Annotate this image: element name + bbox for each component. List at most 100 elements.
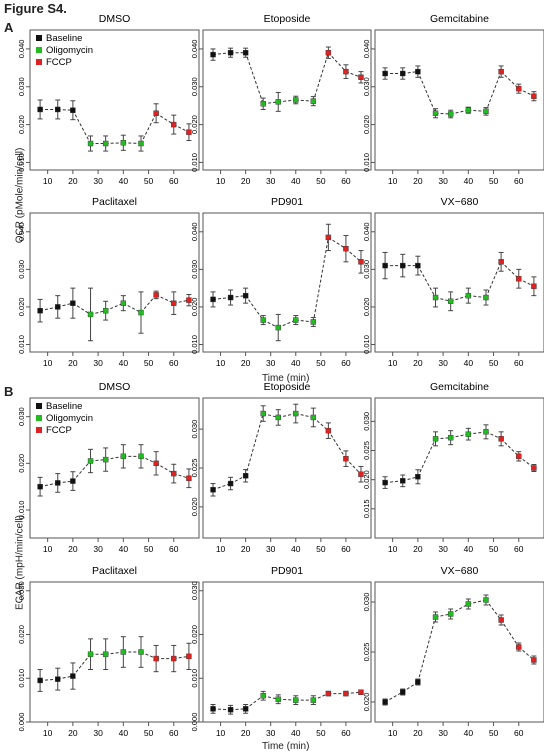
legend-label: FCCP — [46, 57, 72, 68]
x-axis-label-a: Time (min) — [262, 373, 310, 384]
data-point — [447, 111, 454, 117]
data-point — [483, 597, 489, 603]
panel-a-4-title: PD901 — [271, 196, 303, 208]
data-point — [210, 487, 216, 493]
y-tick-label: 0.000 — [17, 713, 26, 732]
x-tick-label: 20 — [68, 728, 78, 738]
data-point — [186, 653, 192, 660]
data-point — [153, 110, 159, 116]
x-tick-label: 30 — [266, 358, 276, 368]
x-tick-label: 30 — [438, 358, 448, 368]
data-point — [138, 453, 144, 460]
y-tick-label: 0.020 — [362, 298, 371, 317]
panel-b-2-frame — [374, 397, 544, 539]
data-point — [382, 262, 388, 269]
legend-swatch — [36, 35, 42, 41]
data-point — [227, 294, 234, 301]
data-point — [447, 434, 454, 441]
x-tick-label: 40 — [119, 358, 129, 368]
series-line-segment — [485, 261, 502, 298]
data-point — [153, 655, 159, 662]
x-tick-label: 40 — [119, 176, 129, 186]
y-tick-label: 0.025 — [190, 459, 199, 478]
panel-b-5-frame — [374, 581, 544, 723]
data-point — [138, 140, 144, 147]
x-tick-label: 40 — [464, 728, 474, 738]
data-point — [432, 436, 439, 442]
data-point — [210, 51, 216, 58]
series-line-segment — [278, 698, 296, 701]
data-point — [293, 317, 299, 323]
data-point — [55, 676, 61, 682]
panel-b-1-title: Etoposide — [264, 381, 311, 393]
data-point — [37, 307, 43, 314]
y-tick-label: 0.040 — [362, 222, 371, 241]
data-point — [516, 85, 522, 92]
series-line-segment — [72, 302, 91, 315]
data-point — [120, 649, 127, 655]
data-point — [325, 234, 332, 241]
data-point — [186, 475, 192, 481]
data-point — [531, 283, 537, 289]
data-point — [400, 70, 406, 77]
data-point — [325, 427, 332, 434]
panel-a-2-frame — [374, 29, 544, 171]
x-tick-label: 20 — [241, 358, 251, 368]
panel-a-1-title: Etoposide — [264, 13, 311, 25]
y-tick-label: 0.040 — [190, 222, 199, 241]
y-tick-label: 0.030 — [17, 581, 26, 600]
data-point — [153, 460, 159, 467]
x-tick-label: 60 — [341, 358, 351, 368]
y-tick-label: 0.020 — [190, 115, 199, 134]
data-point — [432, 294, 439, 301]
x-tick-label: 30 — [93, 358, 103, 368]
data-point — [87, 311, 94, 318]
x-tick-label: 50 — [144, 728, 154, 738]
data-point — [242, 473, 249, 479]
y-tick-label: 0.030 — [190, 260, 199, 279]
panel-b-0-title: DMSO — [99, 381, 131, 393]
x-tick-label: 40 — [464, 544, 474, 554]
data-point — [275, 324, 281, 331]
data-point — [483, 108, 489, 115]
y-tick-label: 0.020 — [190, 298, 199, 317]
x-tick-label: 30 — [438, 176, 448, 186]
legend-swatch — [36, 59, 42, 65]
panel-b-2-title: Gemcitabine — [430, 381, 489, 393]
x-tick-label: 40 — [291, 544, 301, 554]
data-point — [415, 474, 421, 480]
section-letter-a: A — [4, 20, 14, 35]
x-tick-label: 40 — [119, 544, 129, 554]
y-tick-label: 0.010 — [17, 669, 26, 688]
data-point — [260, 101, 266, 107]
series-line-segment — [155, 294, 174, 304]
data-point — [325, 50, 332, 56]
x-tick-label: 60 — [169, 728, 179, 738]
data-point — [310, 319, 317, 325]
data-point — [343, 455, 349, 462]
series-line-segment — [212, 52, 231, 56]
y-tick-label: 0.010 — [190, 669, 199, 688]
data-point — [260, 693, 266, 699]
x-tick-label: 20 — [241, 544, 251, 554]
panel-a-0-title: DMSO — [99, 13, 131, 25]
series-line-segment — [105, 302, 124, 312]
data-point — [210, 296, 216, 303]
data-point — [102, 307, 109, 314]
data-point — [186, 129, 192, 135]
series-line-segment — [328, 52, 347, 72]
series-line-segment — [155, 462, 175, 475]
y-tick-label: 0.010 — [362, 153, 371, 172]
y-tick-label: 0.000 — [190, 713, 199, 732]
section-letter-b: B — [4, 384, 14, 399]
data-point — [55, 106, 61, 113]
series-line-segment — [312, 52, 329, 102]
x-tick-label: 50 — [144, 358, 154, 368]
panel-b-4-frame — [202, 581, 372, 723]
data-point — [382, 699, 388, 705]
series-line-segment — [123, 302, 142, 313]
y-tick-label: 0.015 — [362, 499, 371, 518]
series-line-segment — [39, 306, 58, 312]
y-tick-label: 0.025 — [362, 643, 371, 662]
